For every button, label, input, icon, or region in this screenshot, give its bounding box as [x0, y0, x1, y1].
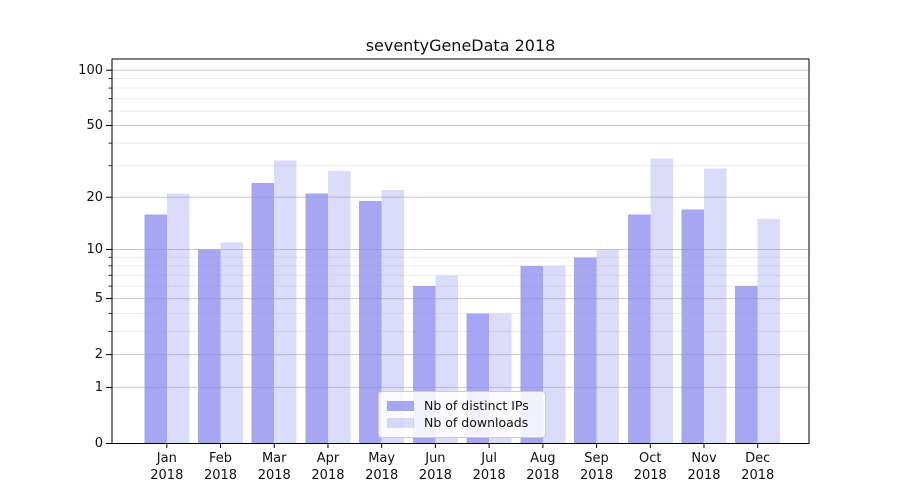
x-tick-label-jul: Jul 2018: [472, 451, 506, 483]
bar-ips-may: [359, 201, 382, 444]
x-tick-label-nov: Nov 2018: [687, 451, 721, 483]
x-tick-label-mar: Mar 2018: [257, 451, 291, 483]
bar-downloads-jan: [166, 193, 190, 444]
plot-frame: [111, 58, 810, 444]
y-tick-label-20: 20: [86, 189, 103, 205]
x-tick-label-aug: Aug 2018: [526, 451, 560, 483]
legend-item-distinct-ips: Nb of distinct IPs: [387, 397, 545, 413]
bar-ips-apr: [305, 193, 328, 444]
y-tick-label-5: 5: [94, 291, 103, 307]
bar-downloads-mar: [274, 160, 297, 444]
legend-label-downloads: Nb of downloads: [424, 415, 529, 430]
x-tick-label-feb: Feb 2018: [203, 451, 238, 483]
x-tick-label-jan: Jan 2018: [150, 451, 184, 483]
y-tick-label-1: 1: [94, 379, 103, 395]
x-tick-label-jun: Jun 2018: [418, 451, 452, 483]
bar-ips-oct: [627, 214, 651, 444]
legend: Nb of distinct IPs Nb of downloads: [378, 391, 546, 438]
bar-downloads-nov: [704, 168, 727, 444]
x-tick-label-oct: Oct 2018: [633, 451, 667, 483]
bar-ips-nov: [681, 209, 704, 444]
y-tick-label-10: 10: [86, 242, 103, 258]
x-tick-label-dec: Dec 2018: [741, 451, 775, 483]
x-tick-label-may: May 2018: [365, 451, 399, 483]
legend-swatch-distinct-ips: [387, 400, 414, 411]
bar-downloads-sep: [596, 249, 620, 444]
bar-ips-jan: [144, 214, 167, 444]
bar-ips-mar: [251, 183, 275, 444]
bar-downloads-may: [381, 189, 405, 444]
x-tick-label-sep: Sep 2018: [580, 451, 614, 483]
y-tick-label-100: 100: [78, 62, 103, 78]
bar-ips-sep: [574, 257, 597, 444]
y-tick-label-2: 2: [94, 347, 103, 363]
y-tick-label-0: 0: [94, 436, 103, 451]
chart-title: seventyGeneData 2018: [365, 36, 556, 55]
bar-ips-feb: [198, 249, 221, 444]
legend-swatch-downloads: [387, 418, 414, 429]
bar-downloads-aug: [542, 265, 566, 444]
bar-downloads-apr: [327, 171, 351, 444]
y-tick-label-50: 50: [86, 117, 103, 133]
bar-ips-dec: [735, 286, 758, 444]
bar-downloads-oct: [650, 158, 673, 444]
legend-item-downloads: Nb of downloads: [387, 415, 545, 430]
x-tick-label-apr: Apr 2018: [311, 451, 345, 483]
bar-downloads-dec: [757, 219, 781, 444]
bar-downloads-feb: [220, 242, 244, 444]
legend-label-distinct-ips: Nb of distinct IPs: [424, 397, 529, 413]
